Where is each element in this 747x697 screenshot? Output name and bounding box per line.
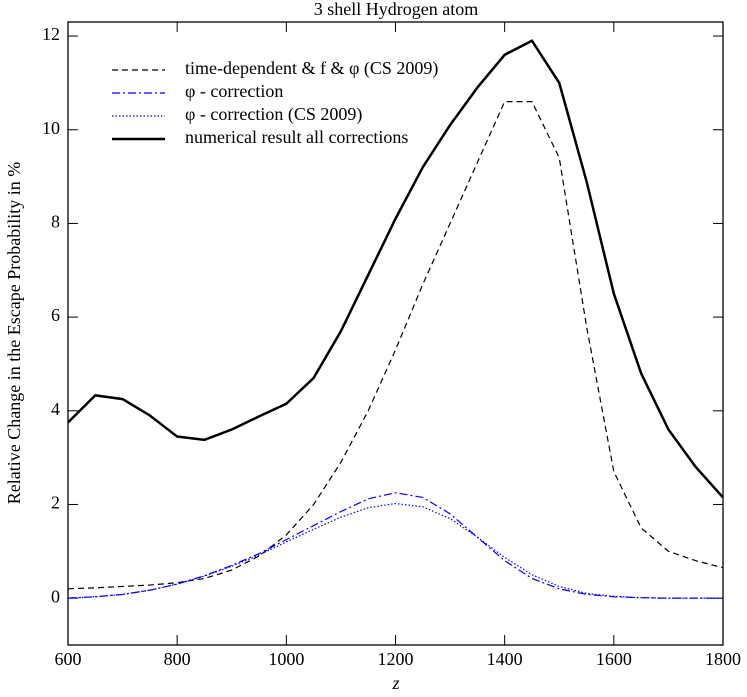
legend-label: φ - correction [185, 81, 283, 101]
y-tick-label: 2 [51, 493, 60, 513]
series-line [67, 492, 723, 599]
x-tick-label: 1400 [487, 649, 523, 669]
y-tick-label: 0 [51, 586, 60, 606]
y-tick-label: 10 [42, 118, 60, 138]
x-axis-label: z [391, 673, 399, 693]
x-tick-label: 1800 [705, 649, 741, 669]
x-tick-label: 1200 [378, 649, 414, 669]
series-line [67, 39, 724, 499]
chart-title: 3 shell Hydrogen atom [314, 0, 478, 19]
y-tick-label: 4 [51, 399, 60, 419]
legend-label: time-dependent & f & φ (CS 2009) [185, 58, 438, 79]
x-tick-label: 800 [164, 649, 191, 669]
x-tick-label: 600 [55, 649, 82, 669]
y-tick-label: 12 [42, 24, 60, 44]
series-line [67, 502, 723, 599]
series-line [67, 101, 724, 590]
x-tick-label: 1600 [596, 649, 632, 669]
y-axis-label: Relative Change in the Escape Probabilit… [4, 162, 24, 504]
x-tick-label: 1000 [268, 649, 304, 669]
y-tick-label: 6 [51, 305, 60, 325]
legend-label: φ - correction (CS 2009) [185, 104, 362, 125]
legend-label: numerical result all corrections [185, 127, 408, 147]
y-tick-label: 8 [51, 212, 60, 232]
plot-frame [67, 21, 724, 646]
